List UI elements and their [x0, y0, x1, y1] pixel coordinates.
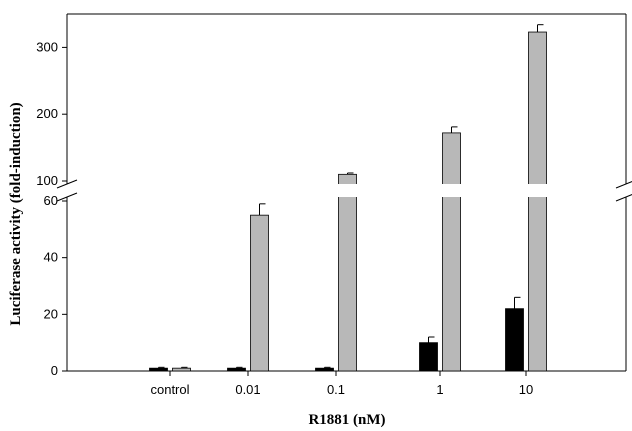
bar-series1-10: [505, 308, 524, 372]
x-tick-label: 0.1: [327, 382, 345, 397]
y-tick-label: 0: [51, 363, 58, 378]
x-tick-label: 10: [519, 382, 533, 397]
bar-series1-control: [149, 367, 168, 372]
bar-series2-0.1: [338, 173, 357, 372]
y-axis-title: Luciferase activity (fold-induction): [8, 102, 24, 325]
y-tick-label: 40: [44, 250, 58, 265]
axis-break-mark-right-bottom: [615, 194, 632, 202]
y-tick-label: 100: [36, 173, 58, 188]
y-tick-label: 60: [44, 193, 58, 208]
axis-break-mark-right-top: [615, 181, 632, 189]
bar-series2-0.01: [250, 214, 269, 372]
bar-series1-1: [419, 342, 438, 372]
bar-series2-1: [442, 132, 461, 372]
y-tick-label: 300: [36, 39, 58, 54]
x-axis-title: R1881 (nM): [308, 412, 385, 428]
y-tick-label: 20: [44, 306, 58, 321]
bar-series1-0.01: [227, 367, 246, 372]
y-tick-label: 200: [36, 106, 58, 121]
bar-series1-0.1: [315, 367, 334, 372]
axis-break-mark-left-top: [56, 179, 78, 189]
x-tick-label: 1: [436, 382, 443, 397]
axis-break-mark-left-bottom: [56, 192, 78, 202]
bar-series2-10: [528, 31, 547, 372]
x-tick-label: 0.01: [235, 382, 260, 397]
axis-break-gap: [45, 184, 632, 197]
y-tick-labels: 0 20 40 60 100 200 300: [36, 39, 58, 378]
plot-area: [45, 13, 632, 376]
x-tick-labels: control 0.01 0.1 1 10: [150, 382, 533, 397]
x-tick-label: control: [150, 382, 189, 397]
bar-series2-control: [172, 367, 191, 372]
